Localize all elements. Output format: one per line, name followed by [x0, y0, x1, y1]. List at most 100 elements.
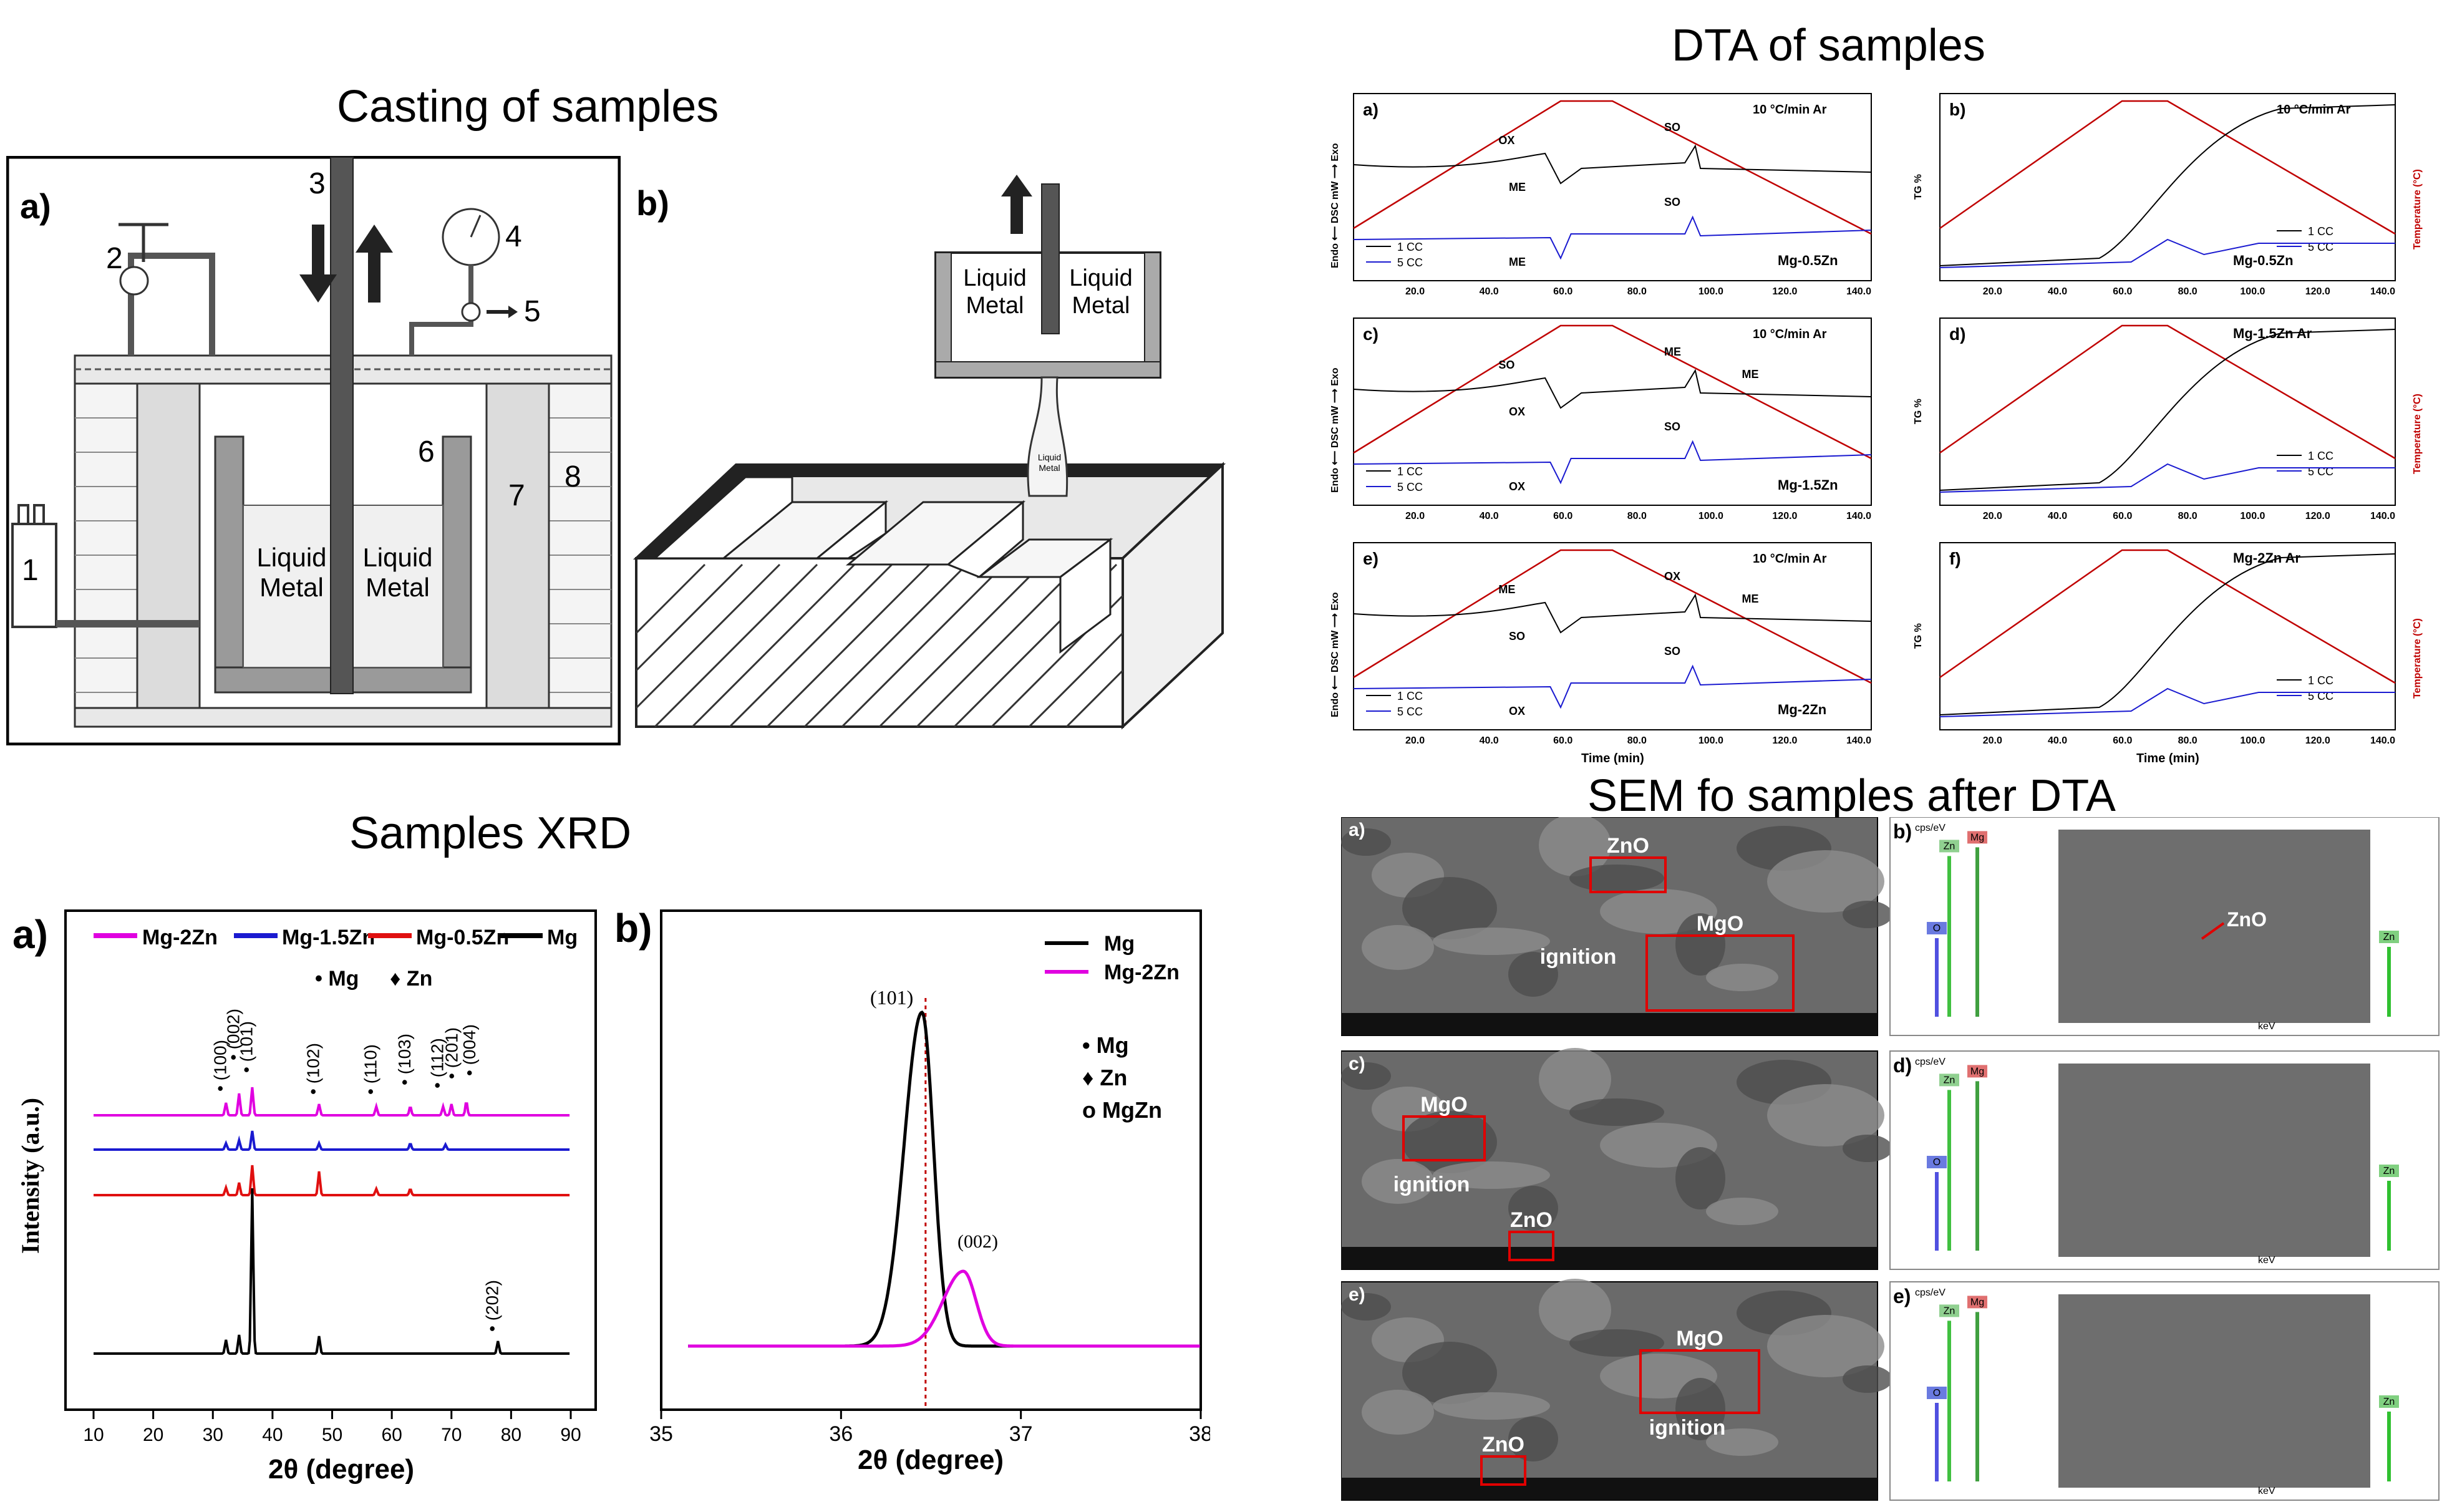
dta-panel-label: c): [1363, 324, 1379, 344]
dta-legend-1: 1 CC: [1397, 465, 1423, 478]
dta-xtick: 140.0: [1846, 511, 1871, 521]
dta-xtick: 40.0: [1480, 735, 1499, 746]
sem-texture: [1508, 1417, 1558, 1461]
casting-num-5: 5: [524, 295, 541, 328]
sem-roi-box: [1402, 1115, 1486, 1161]
dta-mark: SO: [1664, 121, 1680, 133]
sem-texture: [1402, 877, 1497, 939]
dta-frame: [1939, 93, 2396, 281]
eds-peak-label: Mg: [1970, 1297, 1984, 1307]
sem-panel-label: c): [1349, 1054, 1365, 1074]
dta-alloy: Mg-2Zn: [1778, 702, 1826, 717]
sem-texture: [1433, 1392, 1550, 1420]
dta-mark: OX: [1498, 134, 1514, 147]
sem-texture: [1843, 1135, 1892, 1162]
xrd-a-peak-label: • (103): [395, 1034, 414, 1085]
xrd-panel-a: a) 10 20 30 40 50 60 70 80 90 2θ (degree) Intens…: [12, 909, 597, 1485]
dta-xtick: 140.0: [2370, 511, 2395, 521]
eds-peak-tag: [1927, 922, 1947, 934]
sem-texture: [1508, 1186, 1558, 1231]
dta-rate: 10 °C/min Ar: [2277, 103, 2351, 117]
dta-xtick: 20.0: [1983, 286, 2002, 297]
sem-texture: [1433, 928, 1550, 955]
dta-xtick: 60.0: [2113, 286, 2132, 297]
eds-inset-image: [2058, 1064, 2370, 1257]
dta-temperature-line: [1939, 324, 2396, 460]
sem-texture: [1706, 1428, 1778, 1456]
dta-ylabel-temp: Temperature (°C): [2412, 169, 2423, 250]
dta-xtick: 80.0: [2178, 286, 2197, 297]
xrd-panel-b: b) 35 36 37 38 2θ (degree) Mg Mg-2Zn • Mg ♦…: [614, 906, 1210, 1475]
eds-peak-tag: [1967, 1296, 1987, 1309]
dta-xtick: 120.0: [2305, 735, 2330, 746]
dta-xtick: 20.0: [1405, 511, 1425, 521]
dta-rate: 10 °C/min Ar: [1753, 103, 1827, 117]
dta-mark: OX: [1509, 480, 1525, 493]
sem-texture: [1362, 925, 1434, 970]
casting-a-liquid-left: Liquid Metal: [256, 543, 327, 603]
dta-tg-1cc: [1939, 553, 2396, 715]
sem-info-bar: [1341, 1478, 1878, 1500]
sem-texture: [1675, 1378, 1725, 1440]
eds-panel-label: d): [1893, 1054, 1912, 1077]
xrd-a-peak-label: • (002): [223, 1009, 243, 1060]
dta-panel: e) 10 °C/min Ar Mg-2Zn 1 CC 5 CC Endo ⟵ DSC m…: [1330, 542, 1872, 765]
casting-num-8: 8: [565, 460, 581, 493]
sem-texture: [1706, 964, 1778, 991]
dta-xtick: 120.0: [2305, 511, 2330, 521]
dta-xtick: 100.0: [2240, 286, 2265, 297]
dta-xtick: 120.0: [1772, 286, 1797, 297]
dta-legend-2: 5 CC: [1397, 256, 1423, 269]
eds-peak-tag: [1927, 1156, 1947, 1168]
xrd-a-ylabel: Intensity (a.u.): [16, 1098, 44, 1254]
dta-xtick: 80.0: [1627, 511, 1647, 521]
eds-peak-tag: [2379, 1395, 2399, 1408]
dta-mark: ME: [1509, 256, 1526, 268]
dta-legend-1: 1 CC: [2308, 450, 2333, 462]
eds-peak-tag: [1927, 1387, 1947, 1399]
xrd-a-series-line: [94, 1130, 570, 1151]
dta-curve-1cc: [1353, 144, 1872, 185]
casting-b-label: b): [636, 183, 669, 223]
dta-xtick: 60.0: [2113, 511, 2132, 521]
dta-xtick: 140.0: [1846, 286, 1871, 297]
eds-peak-tag: [1967, 831, 1987, 844]
sem-texture: [1402, 1111, 1497, 1173]
xrd-b-tick-label: 37: [1009, 1422, 1033, 1446]
dta-xtick: 100.0: [1698, 735, 1723, 746]
sem-texture: [1569, 1329, 1664, 1357]
eds-peak-label: O: [1933, 923, 1941, 934]
xrd-b-marker-zn: ♦ Zn: [1082, 1065, 1127, 1090]
sem-texture: [1539, 1279, 1611, 1341]
eds-kev: keV: [2258, 1486, 2275, 1496]
eds-peak-label: Zn: [2383, 932, 2395, 943]
dta-xtick: 20.0: [1983, 511, 2002, 521]
xrd-a-tick-label: 60: [381, 1425, 402, 1445]
sem-info-bar: [1341, 1247, 1878, 1269]
xrd-a-legend-2: Mg-0.5Zn: [416, 926, 509, 949]
dta-ylabel-dsc: Endo ⟵ DSC mW ⟶ Exo: [1330, 143, 1340, 268]
dta-mark: ME: [1664, 346, 1681, 358]
dta-mark: SO: [1664, 196, 1680, 208]
dta-xtick: 120.0: [1772, 735, 1797, 746]
casting-a-liquid-right: Liquid Metal: [362, 543, 433, 603]
dta-mark: SO: [1509, 630, 1525, 642]
eds-panel-label: b): [1893, 820, 1912, 843]
title-xrd: Samples XRD: [349, 808, 632, 858]
sem-texture: [1341, 1293, 1391, 1321]
dta-xtick: 40.0: [2048, 511, 2067, 521]
xrd-a-tick-label: 20: [143, 1425, 163, 1445]
casting-num-1: 1: [22, 554, 39, 587]
dta-mark: OX: [1509, 405, 1525, 418]
xrd-a-label: a): [12, 912, 48, 957]
xrd-a-marker-mg: • Mg: [315, 967, 359, 991]
dta-xtick: 100.0: [1698, 286, 1723, 297]
sem-texture: [1569, 865, 1664, 892]
dta-tg-1cc: [1939, 104, 2396, 266]
xrd-a-peak-label: • (004): [460, 1024, 479, 1076]
casting-panel-a: a) 2 3 4 5 6 7 8 1 Liquid M: [6, 156, 621, 745]
eds-unit: cps/eV: [1915, 823, 1945, 833]
eds-peak-label: Zn: [2383, 1397, 2395, 1407]
xrd-a-tick-label: 70: [441, 1425, 462, 1445]
